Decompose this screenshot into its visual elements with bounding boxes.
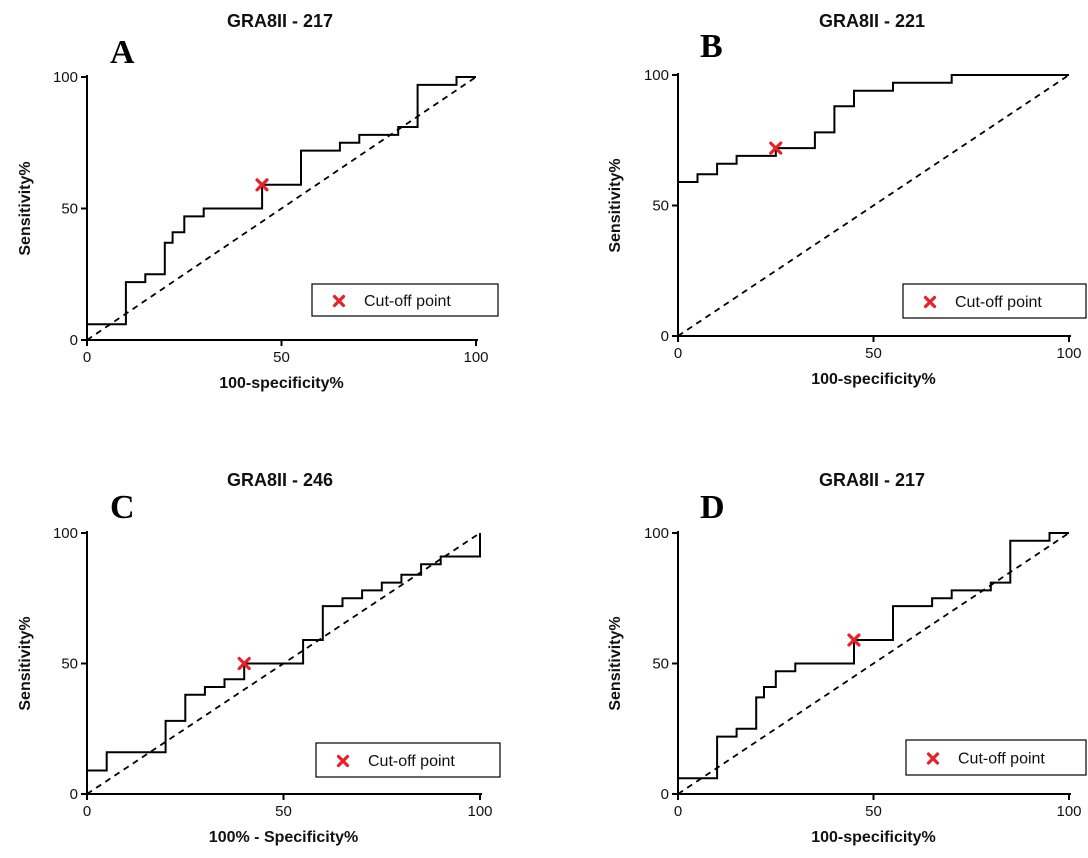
- legend: Cut-off point: [902, 283, 1087, 319]
- legend-marker-icon: [332, 294, 346, 308]
- legend-label: Cut-off point: [364, 293, 451, 310]
- cutoff-marker-stroke-2: [769, 141, 783, 155]
- panel-letter: D: [700, 489, 725, 526]
- y-tick-label: 0: [70, 332, 78, 349]
- cutoff-marker-stroke-2: [923, 295, 937, 309]
- cutoff-marker-stroke-2: [336, 754, 350, 768]
- panel-title: GRA8II - 217: [819, 470, 925, 490]
- cutoff-marker-stroke-2: [847, 633, 861, 647]
- legend-marker-icon: [336, 754, 350, 768]
- x-tick-label: 100: [467, 803, 492, 820]
- y-tick-label: 0: [70, 786, 78, 803]
- cutoff-point-marker: [769, 141, 783, 155]
- roc-panel-a: GRA8II - 217 A 00 50 50 100 100 100-specificity…: [17, 11, 499, 392]
- y-tick-label: 0: [661, 328, 669, 345]
- x-axis-label: 100-specificity%: [811, 371, 936, 388]
- y-axis-label: Sensitivity%: [607, 158, 624, 252]
- panel-letter: A: [110, 34, 135, 71]
- legend: Cut-off point: [311, 283, 499, 317]
- cutoff-point-marker: [255, 178, 269, 192]
- y-tick-label: 50: [652, 198, 669, 215]
- y-tick-label: 50: [61, 201, 78, 218]
- roc-panel-b: GRA8II - 221 B 00 50 50 100 100 100-specificity…: [607, 11, 1087, 388]
- x-tick-label: 0: [674, 345, 682, 362]
- legend-label: Cut-off point: [955, 294, 1042, 311]
- y-tick-label: 50: [652, 656, 669, 673]
- y-tick-label: 100: [53, 525, 78, 542]
- panel-title: GRA8II - 246: [227, 470, 333, 490]
- x-tick-label: 0: [83, 803, 91, 820]
- legend: Cut-off point: [315, 742, 501, 778]
- cutoff-point-marker: [237, 656, 251, 671]
- legend-box: [311, 283, 499, 317]
- x-tick-label: 100: [1056, 345, 1081, 362]
- panel-letter: B: [700, 28, 723, 65]
- roc-curve-line: [678, 532, 1069, 780]
- x-tick-label: 0: [674, 803, 682, 820]
- legend-marker-icon: [926, 752, 940, 765]
- x-tick-label: 100: [463, 349, 488, 366]
- legend-label: Cut-off point: [368, 753, 455, 770]
- y-tick-label: 100: [644, 67, 669, 84]
- x-tick-label: 50: [865, 345, 882, 362]
- legend-box: [315, 742, 501, 778]
- y-tick-label: 0: [661, 786, 669, 803]
- x-axis-label: 100-specificity%: [811, 829, 936, 846]
- legend: Cut-off point: [905, 739, 1087, 776]
- panel-title: GRA8II - 217: [227, 11, 333, 31]
- roc-curve-line: [86, 533, 481, 794]
- roc-curve-line: [87, 76, 476, 326]
- y-axis-label: Sensitivity%: [607, 616, 624, 710]
- roc-panel-c: GRA8II - 246 C 00 50 50 100 100 100% - Specific…: [17, 470, 501, 846]
- x-axis-label: 100% - Specificity%: [209, 829, 358, 846]
- cutoff-marker-stroke-2: [926, 752, 940, 765]
- cutoff-marker-stroke-2: [255, 178, 269, 192]
- reference-diagonal-line: [677, 532, 1070, 795]
- y-axis-label: Sensitivity%: [17, 161, 34, 255]
- panel-title: GRA8II - 221: [819, 11, 925, 31]
- x-tick-label: 50: [275, 803, 292, 820]
- reference-diagonal-line: [677, 74, 1070, 337]
- y-axis-label: Sensitivity%: [17, 616, 34, 710]
- x-tick-label: 50: [273, 349, 290, 366]
- roc-panel-d: GRA8II - 217 D 00 50 50 100 100 100-specificity…: [607, 470, 1087, 846]
- x-tick-label: 100: [1056, 803, 1081, 820]
- cutoff-marker-stroke-2: [332, 294, 346, 308]
- x-axis-label: 100-specificity%: [219, 375, 344, 392]
- cutoff-marker-stroke-2: [237, 656, 251, 671]
- roc-curve-line: [678, 74, 1069, 183]
- legend-marker-icon: [923, 295, 937, 309]
- y-tick-label: 100: [53, 69, 78, 86]
- panel-letter: C: [110, 489, 135, 526]
- x-tick-label: 0: [83, 349, 91, 366]
- cutoff-point-marker: [847, 633, 861, 647]
- x-tick-label: 50: [865, 803, 882, 820]
- legend-label: Cut-off point: [958, 751, 1045, 768]
- reference-diagonal-line: [86, 76, 477, 341]
- y-tick-label: 100: [644, 525, 669, 542]
- y-tick-label: 50: [61, 656, 78, 673]
- legend-box: [902, 283, 1087, 319]
